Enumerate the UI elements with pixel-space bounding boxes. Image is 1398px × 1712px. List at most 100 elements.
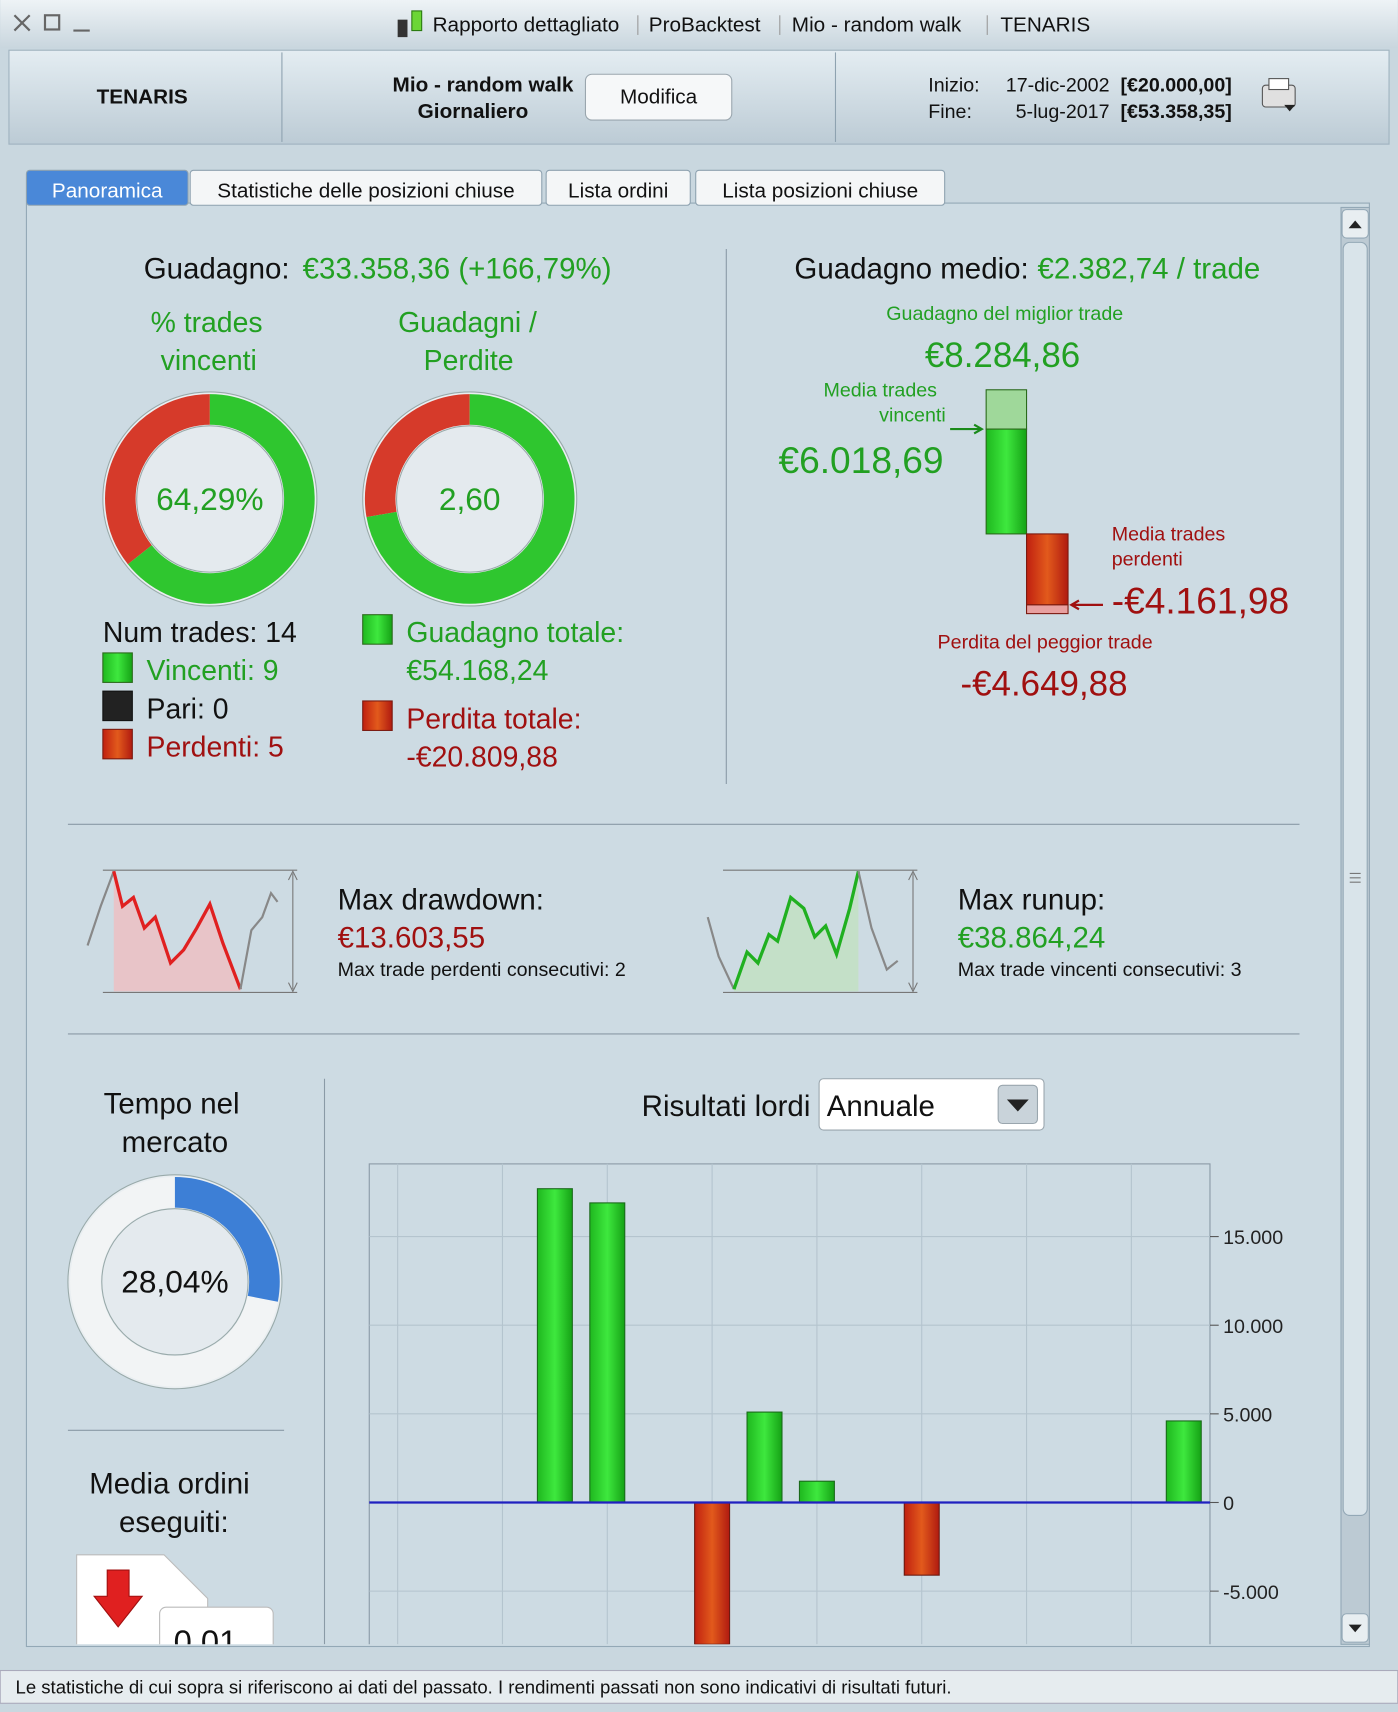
avg-gain-value: €2.382,74 / trade [1037,252,1260,285]
profit-factor-title: Guadagni / [398,307,537,339]
rings: 64,29% 2,60 28,04% [67,391,578,1390]
y-tick-label: 5.000 [1223,1404,1272,1426]
drawdown-sparkline [86,869,298,994]
value-box [159,1606,274,1645]
avg-win-label: Media trades [823,379,937,401]
avg-win-arrow [950,423,984,435]
market-time-title: Tempo nel [104,1088,240,1121]
ring-remainder [105,394,211,565]
avg-loss-bar [1026,533,1069,606]
worst-trade-band [1026,604,1069,615]
best-trade-label: Guadagno del miglior trade [886,303,1123,325]
candle-icon [397,19,408,38]
title-bar [0,0,1398,49]
scrollbar[interactable] [1340,206,1370,1645]
orders-value: 0,01 [174,1623,238,1660]
tab-label[interactable]: Lista ordini [568,180,668,203]
avg-win-label: vincenti [879,404,946,426]
gain-label: Guadagno: [144,252,290,285]
dropdown-box[interactable] [818,1078,1045,1131]
ring-inner [396,425,544,573]
trade-range-diagram [950,389,1103,615]
ring-remainder [364,394,471,518]
maximize-button[interactable] [43,14,61,31]
runup-sparkline [706,869,918,994]
scroll-thumb[interactable] [1342,241,1368,1517]
timeframe: Giornaliero [418,100,529,123]
down-arrow-icon [92,1569,144,1628]
scroll-grip[interactable] [1349,872,1361,883]
edit-button[interactable] [584,73,733,121]
ring-value [174,1177,280,1302]
scroll-up-arrow[interactable] [1348,220,1362,229]
profit-factor-title: Perdite [424,345,514,377]
candle-icon [411,10,423,32]
bar-chart: -5.000 0 5.000 10.000 15.000 [369,1163,1283,1645]
bar [746,1411,783,1504]
worst-trade-label: Perdita del peggior trade [938,632,1153,654]
legend-swatches [102,614,393,760]
drawdown-value: €13.603,55 [338,922,485,955]
y-tick-label: 10.000 [1223,1316,1283,1338]
drawdown-area [113,871,241,992]
ring-label: 28,04% [121,1264,228,1300]
gain-value: €33.358,36 (+166,79%) [303,252,612,285]
tab-bar: Panoramica Statistiche delle posizioni ch… [25,169,946,206]
start-label: Inizio: [928,75,979,97]
end-label: Fine: [928,101,972,123]
app-icon [397,10,423,38]
trade-count: Num trades: 14 [103,617,297,649]
loss-swatch [102,728,133,760]
avg-win-bar [985,428,1028,535]
start-date: 17-dic-2002 [1006,75,1110,97]
win-swatch [102,652,133,683]
runup-area [733,871,859,992]
bar [694,1501,731,1645]
orders-title: eseguiti: [119,1506,229,1539]
bar [1165,1420,1202,1504]
tab[interactable] [695,169,946,206]
tab[interactable] [25,169,189,206]
sparkline-frame [723,869,918,994]
texts: Rapporto dettagliato ProBacktest Mio - ran… [16,14,1232,1698]
end-date: 5-lug-2017 [1016,101,1110,123]
orders-title: Media ordini [89,1468,250,1501]
tab[interactable] [545,169,691,206]
market-time-title: mercato [122,1126,228,1159]
ring-value [366,394,575,604]
period-dropdown[interactable] [818,1078,1045,1131]
gain-swatch [362,614,393,645]
print-icon[interactable] [1261,78,1296,112]
printer-paper[interactable] [1268,78,1290,91]
drawdown-consecutive: Max trade perdenti consecutivi: 2 [338,959,626,981]
printer-arrow[interactable] [1284,104,1296,112]
sparkline-line [239,890,279,990]
close-button[interactable] [13,14,31,32]
window-controls[interactable] [13,14,90,32]
period-value[interactable]: Annuale [827,1090,935,1123]
avg-loss-label: Media trades [1112,523,1226,545]
scroll-down-arrow[interactable] [1348,1624,1362,1633]
window-title: TENARIS [1000,14,1090,37]
runup-line [732,870,861,990]
runup-label: Max runup: [958,884,1105,917]
y-tick-label: 0 [1223,1493,1234,1515]
losses: Perdenti: 5 [147,732,284,764]
bar [536,1188,573,1504]
bar [903,1501,940,1576]
tab-label[interactable]: Lista posizioni chiuse [722,180,918,203]
avg-loss-arrow [1069,599,1103,611]
avg-win-value: €6.018,69 [778,439,943,481]
window-title: Mio - random walk [792,14,962,37]
tab-label[interactable]: Statistiche delle posizioni chiuse [217,180,514,203]
bar [798,1480,835,1504]
dropdown-arrow[interactable] [1006,1099,1029,1112]
sparkline-line [857,871,899,972]
tab-label[interactable]: Panoramica [52,180,163,203]
edit-button-label[interactable]: Modifica [620,86,698,109]
end-capital: [€53.358,35] [1120,101,1231,123]
orders-icon [76,1554,274,1645]
y-tick-label: -5.000 [1223,1582,1279,1604]
tab[interactable] [189,169,543,206]
